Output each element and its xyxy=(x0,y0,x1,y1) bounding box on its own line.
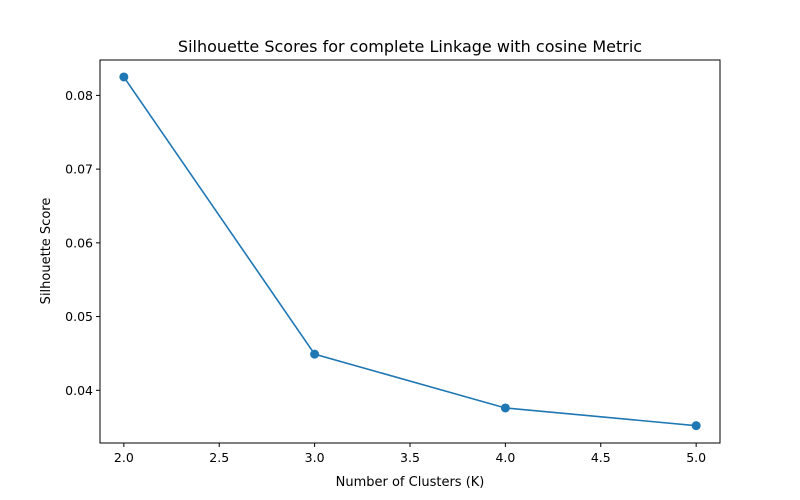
x-tick-label: 4.5 xyxy=(591,450,611,465)
x-tick-label: 2.5 xyxy=(209,450,229,465)
y-tick-label: 0.06 xyxy=(65,235,93,250)
data-point xyxy=(119,72,129,82)
data-point xyxy=(310,349,320,359)
y-tick-label: 0.07 xyxy=(65,162,93,177)
y-tick-label: 0.04 xyxy=(65,383,93,398)
plot-frame xyxy=(99,59,721,444)
x-tick-label: 5.0 xyxy=(686,450,706,465)
series-layer xyxy=(119,72,701,431)
x-tick-label: 3.5 xyxy=(400,450,420,465)
x-tick-label: 3.0 xyxy=(305,450,325,465)
x-tick-label: 4.0 xyxy=(495,450,515,465)
y-axis-label: Silhouette Score xyxy=(39,198,54,305)
y-tick-label: 0.05 xyxy=(65,309,93,324)
x-axis-label: Number of Clusters (K) xyxy=(336,475,485,490)
series-line xyxy=(123,76,697,427)
chart-title: Silhouette Scores for complete Linkage w… xyxy=(178,37,642,56)
data-point xyxy=(691,421,701,431)
x-axis-ticks: 2.0 2.5 3.0 3.5 4.0 4.5 5.0 xyxy=(114,443,706,465)
y-tick-label: 0.08 xyxy=(65,88,93,103)
data-point xyxy=(500,403,510,413)
plot-area: 2.0 2.5 3.0 3.5 4.0 4.5 5.0 0.040.050.060.070.… xyxy=(65,59,721,465)
x-tick-label: 2.0 xyxy=(114,450,134,465)
y-axis-ticks: 0.04 0.05 0.06 0.07 0.08 xyxy=(65,88,100,398)
